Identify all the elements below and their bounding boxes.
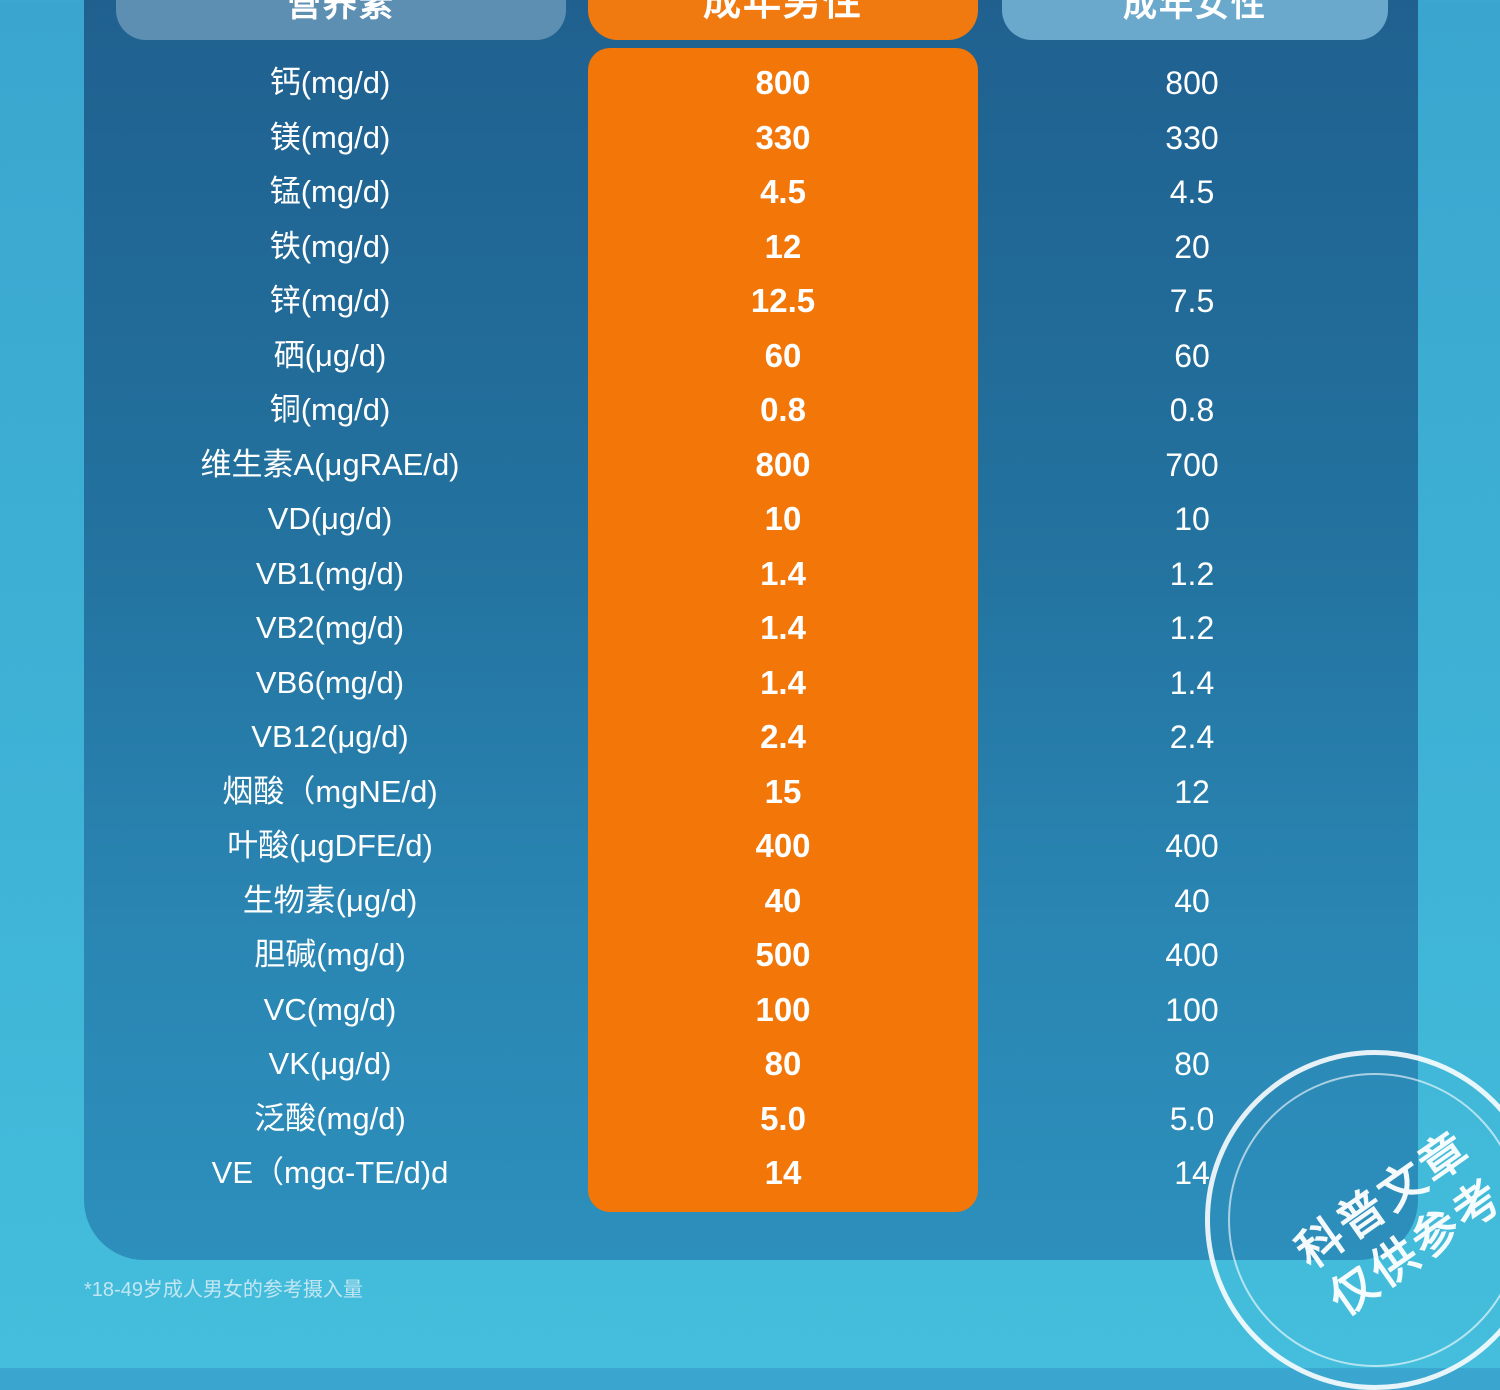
table-row: VE（mgα-TE/d)d 14 14 — [0, 1146, 1500, 1201]
table-row: 泛酸(mg/d) 5.0 5.0 — [0, 1092, 1500, 1147]
nutrient-name: VD(μg/d) — [267, 501, 393, 536]
table-row: VK(μg/d) 80 80 — [0, 1037, 1500, 1092]
table-row: VB12(μg/d) 2.4 2.4 — [0, 710, 1500, 765]
nutrient-name: VB1(mg/d) — [255, 555, 405, 591]
male-column-highlight — [588, 48, 978, 1212]
nutrient-name: 维生素A(μgRAE/d) — [200, 446, 460, 482]
table-row: 铁(mg/d) 12 20 — [0, 220, 1500, 275]
male-value: 14 — [764, 1154, 802, 1191]
female-value: 1.4 — [1169, 664, 1215, 701]
nutrient-name: 叶酸(μgDFE/d) — [227, 828, 433, 863]
nutrient-name: VB2(mg/d) — [255, 610, 405, 645]
female-value: 1.2 — [1169, 610, 1215, 646]
nutrient-name: VE（mgα-TE/d)d — [211, 1155, 449, 1190]
nutrient-name: 钙(mg/d) — [269, 65, 391, 100]
table-row: VB1(mg/d) 1.4 1.2 — [0, 547, 1500, 602]
female-value: 80 — [1174, 1046, 1210, 1082]
female-value: 100 — [1165, 991, 1219, 1028]
male-value: 12.5 — [750, 282, 816, 319]
nutrient-name: VB6(mg/d) — [255, 664, 405, 700]
table-row: 钙(mg/d) 800 800 — [0, 56, 1500, 111]
table-row: 烟酸（mgNE/d) 15 12 — [0, 765, 1500, 820]
nutrient-name: 生物素(μg/d) — [242, 882, 418, 918]
male-value: 15 — [764, 772, 802, 810]
nutrient-name: 烟酸（mgNE/d) — [222, 773, 438, 809]
table-row: 锌(mg/d) 12.5 7.5 — [0, 274, 1500, 329]
nutrient-name: VK(μg/d) — [268, 1046, 392, 1081]
female-value: 330 — [1165, 119, 1219, 156]
male-value: 1.4 — [760, 609, 806, 646]
nutrient-name: 铜(mg/d) — [269, 392, 391, 427]
table-row: VC(mg/d) 100 100 — [0, 983, 1500, 1038]
nutrient-name: 锰(mg/d) — [269, 174, 391, 209]
header-adult-male: 成年男性 — [588, 0, 978, 40]
female-value: 5.0 — [1169, 1100, 1215, 1137]
male-value: 4.5 — [760, 173, 806, 210]
nutrient-table: 钙(mg/d) 800 800 镁(mg/d) 330 330 锰(mg/d) 4.5 4.5 铁… — [0, 56, 1500, 1201]
nutrient-name: 镁(mg/d) — [269, 119, 391, 155]
footnote: *18-49岁成人男女的参考摄入量 — [84, 1279, 363, 1301]
nutrient-name: 锌(mg/d) — [269, 283, 391, 318]
male-value: 500 — [755, 936, 811, 973]
table-row: VB6(mg/d) 1.4 1.4 — [0, 656, 1500, 711]
female-value: 1.2 — [1169, 555, 1215, 592]
table-row: 维生素A(μgRAE/d) 800 700 — [0, 438, 1500, 493]
male-value: 80 — [764, 1045, 802, 1082]
female-value: 60 — [1174, 337, 1210, 374]
nutrient-name: VC(mg/d) — [263, 991, 397, 1027]
female-value: 10 — [1174, 501, 1210, 537]
male-value: 800 — [755, 445, 811, 483]
male-value: 0.8 — [760, 391, 806, 428]
table-row: 铜(mg/d) 0.8 0.8 — [0, 383, 1500, 438]
table-row: VB2(mg/d) 1.4 1.2 — [0, 601, 1500, 656]
header-adult-female: 成年女性 — [1002, 0, 1388, 40]
female-value: 7.5 — [1169, 283, 1215, 319]
table-row: 叶酸(μgDFE/d) 400 400 — [0, 819, 1500, 874]
nutrient-name: 胆碱(mg/d) — [254, 937, 406, 972]
nutrient-name: VB12(μg/d) — [251, 719, 409, 754]
header-nutrient: 营养素 — [116, 0, 566, 40]
male-value: 330 — [755, 118, 811, 156]
male-value: 40 — [764, 881, 802, 919]
table-row: 锰(mg/d) 4.5 4.5 — [0, 165, 1500, 220]
nutrient-name: 铁(mg/d) — [269, 228, 391, 264]
stamp-inner-ring — [1228, 1073, 1500, 1367]
male-value: 800 — [755, 64, 811, 101]
nutrient-name: 泛酸(mg/d) — [254, 1100, 406, 1136]
male-value: 5.0 — [760, 1099, 806, 1137]
female-value: 800 — [1165, 65, 1219, 101]
male-value: 1.4 — [760, 554, 806, 592]
female-value: 40 — [1174, 882, 1210, 919]
male-value: 1.4 — [760, 663, 806, 701]
table-row: VD(μg/d) 10 10 — [0, 492, 1500, 547]
male-value: 10 — [764, 500, 802, 537]
female-value: 700 — [1165, 446, 1219, 483]
male-value: 100 — [755, 990, 811, 1028]
female-value: 4.5 — [1169, 174, 1215, 210]
female-value: 400 — [1165, 828, 1219, 864]
female-value: 12 — [1174, 773, 1210, 810]
male-value: 400 — [755, 827, 811, 864]
female-value: 14 — [1174, 1155, 1210, 1191]
table-row: 硒(μg/d) 60 60 — [0, 329, 1500, 384]
female-value: 400 — [1165, 937, 1219, 973]
nutrient-name: 硒(μg/d) — [273, 337, 387, 373]
female-value: 20 — [1174, 228, 1210, 265]
female-value: 2.4 — [1169, 719, 1215, 755]
table-row: 生物素(μg/d) 40 40 — [0, 874, 1500, 929]
male-value: 12 — [764, 227, 802, 265]
male-value: 2.4 — [760, 718, 806, 755]
table-row: 胆碱(mg/d) 500 400 — [0, 928, 1500, 983]
female-value: 0.8 — [1169, 392, 1215, 428]
table-row: 镁(mg/d) 330 330 — [0, 111, 1500, 166]
male-value: 60 — [764, 336, 802, 374]
